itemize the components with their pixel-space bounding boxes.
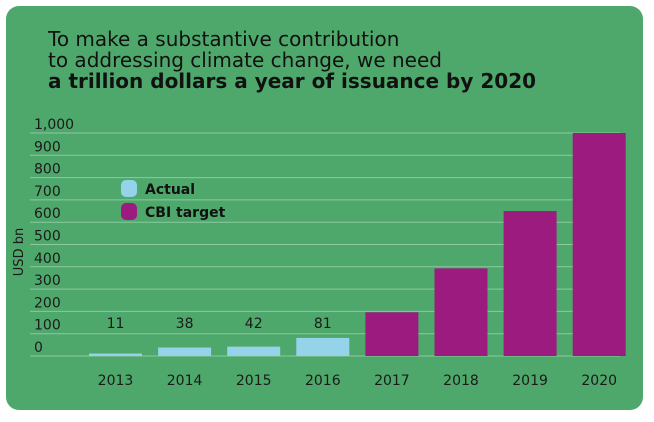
bar (503, 211, 557, 356)
data-labels: 11 38 42 81 (107, 316, 332, 332)
chart-subtitle: a trillion dollars a year of issuance by… (48, 69, 537, 93)
y-tick-label: 500 (34, 229, 61, 245)
y-tick-label: 300 (34, 273, 61, 289)
bar (434, 268, 488, 356)
y-tick-label: 1,000 (34, 117, 74, 133)
bar (227, 346, 281, 356)
y-tick-label: 600 (34, 206, 61, 222)
data-label: 11 (107, 316, 125, 332)
data-label: 42 (245, 316, 263, 332)
bar (89, 353, 142, 356)
y-tick-label: 700 (34, 184, 61, 200)
legend-swatch (121, 180, 137, 197)
x-tick-label: 2018 (443, 373, 479, 389)
y-tick-label: 900 (34, 139, 61, 155)
y-axis-ticks: 0 100 200 300 400 500 600 700 800 900 1,000 (34, 117, 74, 356)
bar (572, 133, 626, 356)
legend-label: CBI target (145, 205, 226, 221)
x-tick-label: 2017 (374, 373, 410, 389)
x-tick-label: 2019 (512, 373, 548, 389)
legend-swatch (121, 203, 137, 220)
legend-label: Actual (145, 182, 195, 198)
bars (89, 133, 626, 356)
x-tick-label: 2015 (236, 373, 272, 389)
x-tick-label: 2020 (581, 373, 617, 389)
bar (365, 312, 419, 356)
chart-title: To make a substantive contribution to ad… (48, 29, 628, 92)
x-axis-ticks: 2013 2014 2015 2016 2017 2018 2019 2020 (98, 373, 617, 389)
data-label: 81 (314, 316, 332, 332)
legend: Actual CBI target (121, 180, 226, 221)
x-tick-label: 2014 (167, 373, 203, 389)
title-line-2: to addressing climate change, we need (48, 48, 442, 72)
y-tick-label: 100 (34, 318, 61, 334)
y-axis-label: USD bn (12, 228, 27, 276)
x-tick-label: 2016 (305, 373, 341, 389)
title-line-1: To make a substantive contribution (48, 27, 400, 51)
data-label: 38 (176, 316, 194, 332)
y-tick-label: 400 (34, 251, 61, 267)
bar (296, 337, 350, 356)
y-tick-label: 800 (34, 162, 61, 178)
y-tick-label: 0 (34, 340, 43, 356)
y-tick-label: 200 (34, 295, 61, 311)
x-tick-label: 2013 (98, 373, 134, 389)
bar (158, 347, 212, 356)
